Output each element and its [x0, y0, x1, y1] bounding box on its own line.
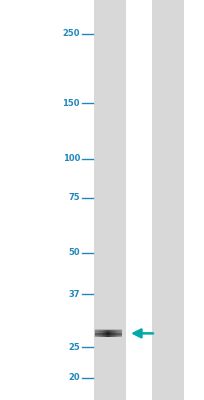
Bar	[119, 330, 120, 337]
Bar	[94, 334, 121, 335]
Text: 20: 20	[68, 373, 80, 382]
Bar	[94, 332, 121, 333]
Bar	[105, 330, 106, 337]
Bar	[103, 330, 104, 337]
Text: 50: 50	[68, 248, 80, 258]
Bar	[95, 330, 97, 337]
Bar	[106, 330, 107, 337]
Bar	[100, 330, 101, 337]
Bar	[101, 330, 102, 337]
Bar	[109, 330, 111, 337]
Bar	[94, 333, 121, 334]
Bar	[95, 330, 96, 337]
Text: 100: 100	[62, 154, 80, 163]
Text: 25: 25	[68, 343, 80, 352]
Bar	[151, 0, 183, 400]
Bar	[104, 330, 105, 337]
Bar	[94, 330, 121, 331]
Bar	[93, 0, 125, 400]
Bar	[121, 330, 122, 337]
Bar	[94, 329, 121, 330]
Bar	[117, 330, 118, 337]
Bar	[115, 330, 116, 337]
Bar	[114, 330, 115, 337]
Bar	[94, 335, 121, 336]
Bar	[98, 330, 99, 337]
Bar	[108, 330, 109, 337]
Bar	[94, 334, 121, 335]
Bar	[97, 330, 99, 337]
Bar	[94, 333, 121, 334]
Bar	[113, 330, 114, 337]
Bar	[120, 330, 121, 337]
Bar	[111, 330, 112, 337]
Bar	[102, 330, 103, 337]
Text: 75: 75	[68, 193, 80, 202]
Bar	[94, 336, 121, 337]
Bar	[109, 330, 110, 337]
Bar	[94, 331, 121, 332]
Bar	[118, 330, 119, 337]
Bar	[94, 330, 95, 337]
Text: 37: 37	[68, 290, 80, 298]
Text: 250: 250	[62, 29, 80, 38]
Bar	[110, 330, 111, 337]
Text: 150: 150	[62, 99, 80, 108]
Bar	[116, 330, 117, 337]
Bar	[94, 332, 121, 333]
Bar	[96, 330, 98, 337]
Bar	[99, 330, 100, 337]
Bar	[94, 330, 121, 331]
Bar	[107, 330, 108, 337]
Bar	[112, 330, 113, 337]
